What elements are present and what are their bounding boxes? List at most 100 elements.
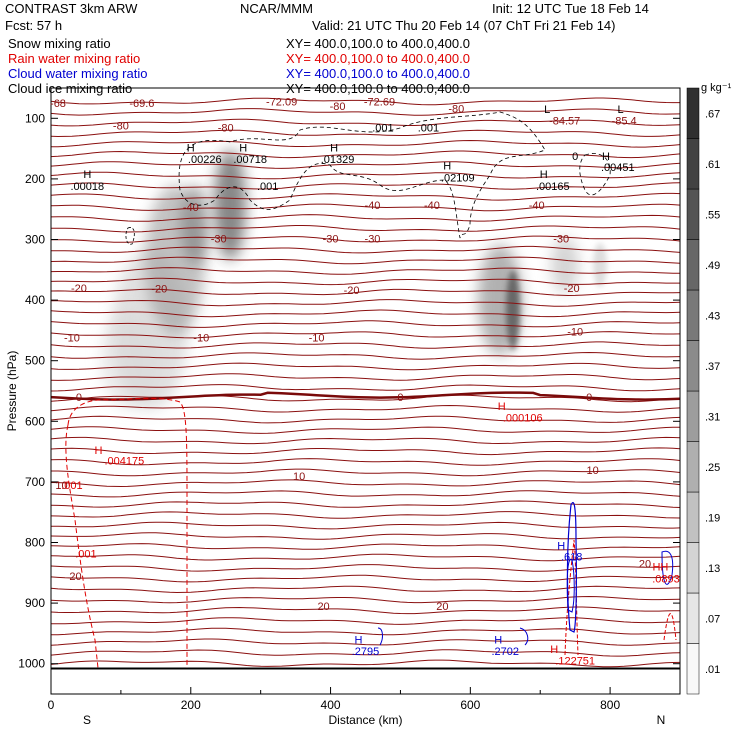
contour-labels: -68 -69.6 -72.09 -72.69 -80 -80 -80 -80 -84.57 -8… <box>50 96 680 667</box>
isotherm-line <box>51 606 680 615</box>
snow-extremum-label: L <box>618 104 624 116</box>
cloud-water-extremum-label: H <box>494 634 502 646</box>
isotherm-line <box>51 585 680 594</box>
temperature-label: -80 <box>448 104 464 116</box>
y-tick-label: 200 <box>25 172 45 186</box>
snow-extremum-label: .00451 <box>601 162 635 174</box>
temperature-label: -30 <box>211 233 227 245</box>
temperature-label: -10 <box>64 333 80 345</box>
isotherm-line <box>51 235 680 243</box>
isotherm-line <box>51 574 680 583</box>
ice-contour-label: .001 <box>372 122 393 134</box>
cloud-ice-contours <box>125 111 611 245</box>
isotherm-line <box>51 426 680 434</box>
temperature-label: 10 <box>587 465 599 477</box>
isotherm-line <box>51 521 680 530</box>
snow-extremum-label: H <box>83 169 91 181</box>
y-tick-label: 300 <box>25 233 45 247</box>
isotherm-line <box>51 245 680 254</box>
colorbar-swatch <box>686 87 700 139</box>
rain-extremum-label: HH <box>652 562 668 574</box>
isotherm-line <box>51 225 680 233</box>
temperature-label: -40 <box>424 200 440 212</box>
colorbar-swatch <box>686 188 700 240</box>
snow-shade-core-d <box>506 270 520 350</box>
isotherm-line <box>51 331 680 339</box>
colorbar-tick-label: .01 <box>705 664 720 676</box>
temperature-label: -80 <box>113 121 129 133</box>
colorbar-swatch <box>686 289 700 341</box>
cloud-ice-contour-main <box>178 111 546 239</box>
snow-extremum-label: H <box>443 161 451 173</box>
temperature-label: -40 <box>365 200 381 212</box>
snow-shade-plume-e <box>593 243 607 287</box>
plot-frame <box>50 87 681 695</box>
temperature-label: 20 <box>436 601 448 613</box>
isotherm-line <box>51 543 680 551</box>
isotherm-line <box>51 256 680 265</box>
rain-extremum-label: .001 <box>61 480 82 492</box>
colorbar-tick-label: .31 <box>705 411 720 423</box>
isotherm-line <box>51 320 680 328</box>
isotherm-line <box>51 649 680 657</box>
colorbar-swatch <box>686 340 700 392</box>
isotherm-line <box>51 511 680 519</box>
institution-label: NCAR/MMM <box>240 1 313 16</box>
north-label: N <box>657 713 666 727</box>
y-tick-label: 400 <box>25 293 45 307</box>
y-tick-label: 600 <box>25 414 45 428</box>
x-tick-label: 800 <box>600 698 620 712</box>
x-tick-label: 200 <box>181 698 201 712</box>
temperature-label: 0 <box>586 392 592 404</box>
temperature-label: -72.09 <box>266 96 297 108</box>
legend-rain-xy: XY= 400.0,100.0 to 400.0,400.0 <box>286 51 470 66</box>
rain-extremum-label: .0893 <box>652 573 680 585</box>
isotherm-line <box>51 458 680 466</box>
temperature-label: -40 <box>183 202 199 214</box>
legend-snow-label: Snow mixing ratio <box>8 36 111 51</box>
isotherm-line <box>51 436 680 445</box>
isotherm-line <box>51 351 680 360</box>
temperature-label: -40 <box>529 200 545 212</box>
temperature-label: 0 <box>397 392 403 404</box>
y-tick-label: 1000 <box>18 657 45 671</box>
isotherm-line <box>51 161 680 169</box>
temperature-label: -68 <box>50 98 66 110</box>
colorbar-swatch <box>686 592 700 644</box>
isotherm-line <box>51 479 680 488</box>
cloud-water-extremum-label: H <box>557 541 565 553</box>
isotherm-line <box>51 203 680 212</box>
isotherm-line <box>51 447 680 456</box>
temperature-label: -80 <box>218 122 234 134</box>
snow-extremum-label: .01329 <box>321 154 355 166</box>
isotherm-line <box>51 288 680 297</box>
isotherm-line <box>51 500 680 508</box>
rain-extremum-label: .001 <box>75 548 96 560</box>
isotherm-line <box>51 150 680 159</box>
cloud-water-extremum-label: .2795 <box>352 646 380 658</box>
colorbar-unit: g kg⁻¹ <box>701 82 732 94</box>
snow-extremum-label: H <box>187 142 195 154</box>
temperature-label: -20 <box>151 284 167 296</box>
ice-contour-label: 0 <box>572 151 578 163</box>
cloud-water-contour-edge <box>661 550 674 585</box>
rain-extremum-label: H <box>498 401 506 413</box>
colorbar-tick-label: .67 <box>705 108 720 120</box>
temperature-label: -84.57 <box>549 116 580 128</box>
temperature-label: 20 <box>639 559 651 571</box>
temperature-label: -85.4 <box>612 116 637 128</box>
isotherm-line <box>51 362 680 371</box>
chart-title: CONTRAST 3km ARW <box>5 1 138 16</box>
snow-extremum-label: H <box>540 169 548 181</box>
isotherm-line <box>51 564 680 572</box>
temperature-label: -30 <box>323 233 339 245</box>
snow-extremum-label: L <box>544 104 550 116</box>
isotherm-line <box>51 139 680 148</box>
temperature-label: -69.6 <box>129 98 154 110</box>
valid-time: Valid: 21 UTC Thu 20 Feb 14 (07 ChT Fri … <box>312 18 616 33</box>
isotherm-line <box>51 299 680 307</box>
temperature-label: 20 <box>317 601 329 613</box>
temperature-label: -10 <box>193 333 209 345</box>
isotherm-line <box>51 532 680 540</box>
